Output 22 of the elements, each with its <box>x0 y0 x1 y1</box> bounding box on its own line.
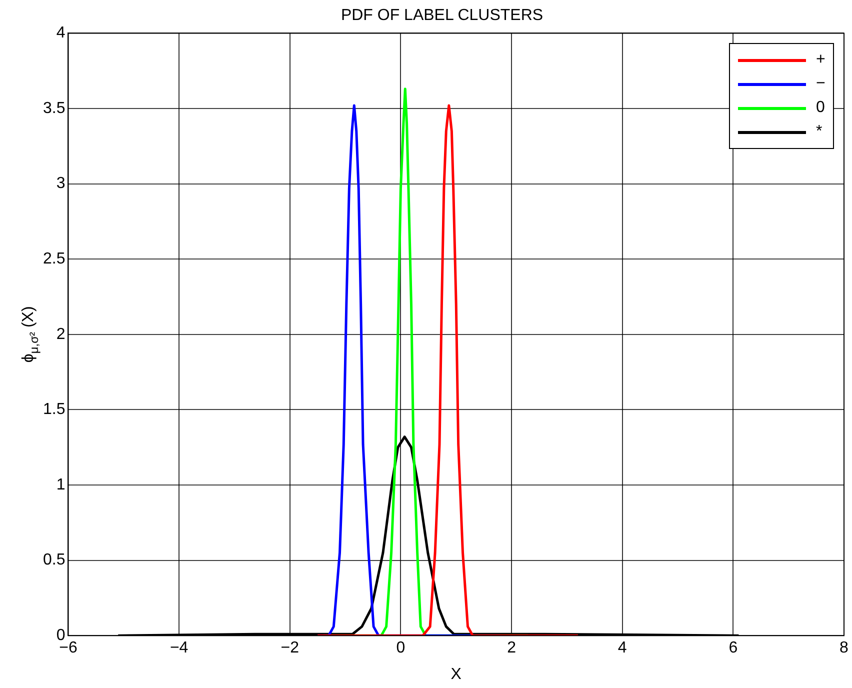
y-tick-label: 3 <box>56 175 66 192</box>
y-tick-label: 2 <box>56 326 66 343</box>
x-tick-label: 4 <box>618 640 627 657</box>
x-tick-label: −2 <box>280 640 300 657</box>
y-tick-label: 2.5 <box>42 250 66 268</box>
y-tick-label: 3.5 <box>42 100 66 117</box>
legend-label: * <box>816 123 822 142</box>
y-tick-label: 1.5 <box>42 401 66 418</box>
x-tick-label: 2 <box>507 640 516 657</box>
x-tick-label: 0 <box>396 640 406 657</box>
x-tick-label: 6 <box>728 640 738 657</box>
chart-title: PDF OF LABEL CLUSTERS <box>340 7 544 24</box>
x-axis-title: X <box>450 666 462 683</box>
y-tick-label: 0.5 <box>42 552 66 569</box>
legend-label: + <box>816 51 826 70</box>
x-tick-label: −4 <box>170 640 188 657</box>
y-tick-label: 1 <box>56 476 66 494</box>
y-axis-title: ϕμ,σ² (X) <box>20 306 41 363</box>
y-tick-label: 4 <box>56 24 66 42</box>
legend-label: − <box>816 75 826 94</box>
x-tick-label: 8 <box>840 640 849 657</box>
legend-label: 0 <box>816 99 825 118</box>
